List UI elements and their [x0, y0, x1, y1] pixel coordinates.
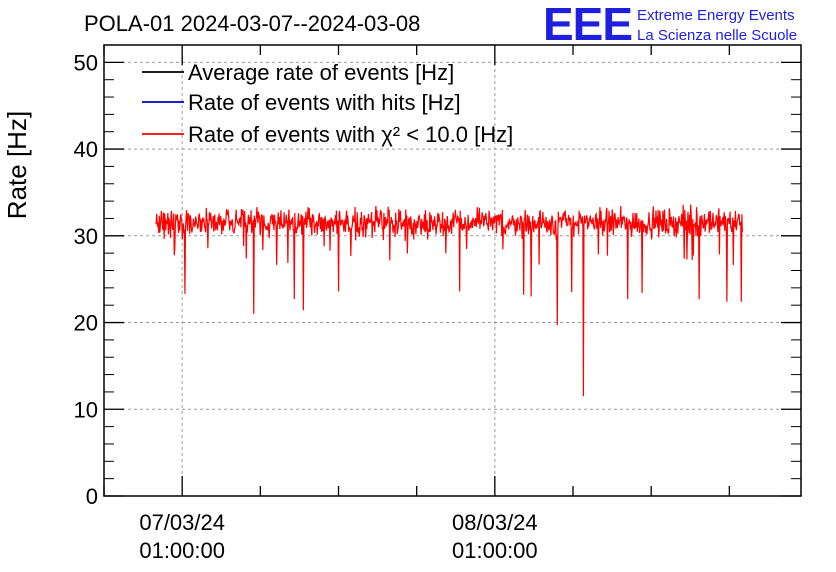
x-tick-label-date-1: 08/03/24 [452, 510, 538, 535]
eee-logo: EEE Extreme Energy Events La Scienza nel… [543, 0, 797, 50]
label-layer: 0 10 20 30 40 50 07/03/24 01:00:00 08/03/24 01:00… [74, 50, 538, 563]
eee-logo-line1: Extreme Energy Events [637, 7, 795, 24]
series-layer [155, 204, 743, 397]
eee-logo-mark: EEE [543, 0, 632, 50]
tick-layer [103, 44, 801, 497]
eee-logo-line2: La Scienza nelle Scuole [637, 27, 797, 44]
grid-layer [104, 45, 801, 496]
y-axis-title: Rate [Hz] [2, 111, 32, 219]
x-tick-label-time-1: 01:00:00 [452, 538, 538, 563]
y-tick-label-10: 10 [74, 397, 98, 422]
x-tick-label-time-0: 01:00:00 [139, 538, 225, 563]
x-tick-label-date-0: 07/03/24 [139, 510, 225, 535]
legend-label-average: Average rate of events [Hz] [188, 60, 454, 85]
y-tick-label-50: 50 [74, 50, 98, 75]
legend-label-hits: Rate of events with hits [Hz] [188, 90, 461, 115]
chart-title: POLA-01 2024-03-07--2024-03-08 [84, 11, 420, 36]
legend-label-chi2: Rate of events with χ² < 10.0 [Hz] [188, 122, 513, 147]
y-tick-label-20: 20 [74, 311, 98, 336]
legend: Average rate of events [Hz] Rate of even… [142, 60, 513, 147]
y-tick-label-30: 30 [74, 224, 98, 249]
y-tick-label-40: 40 [74, 137, 98, 162]
series-line-chi2-rate [155, 204, 743, 397]
y-tick-label-0: 0 [86, 484, 98, 509]
